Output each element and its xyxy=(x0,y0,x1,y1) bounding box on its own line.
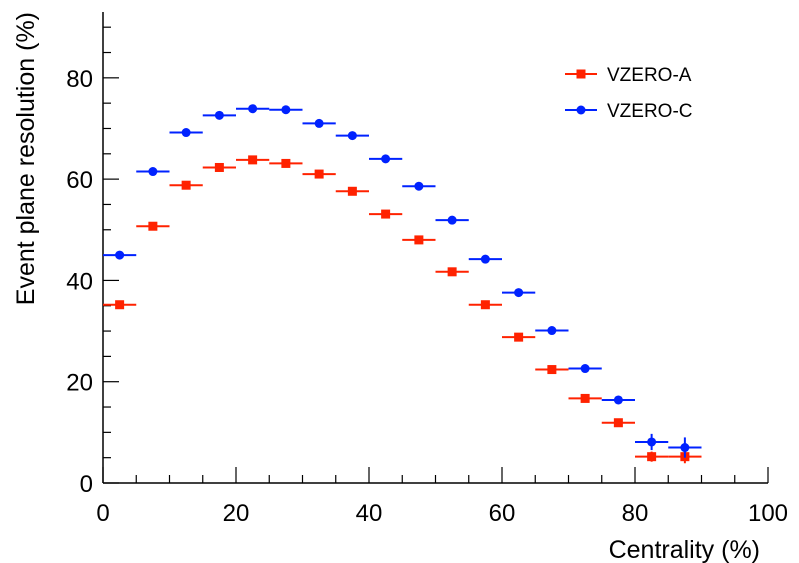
circle-marker xyxy=(414,181,424,191)
ticks xyxy=(102,26,769,484)
data-point xyxy=(635,433,669,451)
circle-marker xyxy=(647,437,657,447)
data-point xyxy=(668,437,702,458)
data-point xyxy=(136,221,170,231)
circle-marker xyxy=(214,110,224,120)
square-marker xyxy=(647,452,657,462)
data-point xyxy=(435,215,469,225)
legend-label: VZERO-A xyxy=(607,65,692,86)
series-vzero-a xyxy=(103,155,702,464)
data-point xyxy=(601,395,635,405)
circle-marker xyxy=(613,395,623,405)
data-point xyxy=(335,186,369,196)
data-point xyxy=(236,104,270,114)
circle-marker xyxy=(347,131,357,141)
data-point xyxy=(236,155,270,165)
legend-circle-marker xyxy=(576,105,586,115)
circle-marker xyxy=(447,215,457,225)
data-point xyxy=(468,300,502,310)
square-marker xyxy=(148,221,158,231)
y-tick-label: 40 xyxy=(66,268,93,295)
x-tick-label: 80 xyxy=(622,500,649,527)
circle-marker xyxy=(381,154,391,164)
x-tick-label: 40 xyxy=(356,500,383,527)
circle-marker xyxy=(547,326,557,336)
circle-marker xyxy=(148,167,158,177)
square-marker xyxy=(347,186,357,196)
data-point xyxy=(635,451,669,462)
circle-marker xyxy=(281,105,291,115)
square-marker xyxy=(314,169,324,179)
data-point xyxy=(502,288,536,298)
circle-marker xyxy=(580,364,590,374)
data-point xyxy=(335,131,369,141)
x-axis-title: Centrality (%) xyxy=(609,536,760,563)
series-vzero-c xyxy=(103,104,702,458)
legend-entry: VZERO-A xyxy=(565,65,692,86)
tick-labels: 0 20 40 60 80 100 0 20 40 60 80 xyxy=(66,66,788,527)
x-tick-label: 100 xyxy=(748,500,788,527)
legend-entry: VZERO-C xyxy=(565,101,693,122)
data-point xyxy=(103,250,137,260)
data-point xyxy=(202,110,236,120)
square-marker xyxy=(214,162,224,172)
square-marker xyxy=(181,180,191,190)
circle-marker xyxy=(181,128,191,138)
data-point xyxy=(169,128,203,138)
data-point xyxy=(269,158,303,168)
data-point xyxy=(136,167,170,177)
y-tick-label: 60 xyxy=(66,167,93,194)
y-tick-label: 0 xyxy=(80,471,93,498)
data-point xyxy=(369,209,403,219)
square-marker xyxy=(281,158,291,168)
data-point xyxy=(468,254,502,264)
legend-square-marker xyxy=(576,69,586,79)
square-marker xyxy=(514,332,524,342)
data-point xyxy=(435,267,469,277)
y-tick-label: 80 xyxy=(66,66,93,93)
data-point xyxy=(568,364,602,374)
data-point xyxy=(568,393,602,403)
circle-marker xyxy=(480,254,490,264)
circle-marker xyxy=(314,118,324,128)
legend-label: VZERO-C xyxy=(607,101,693,122)
data-point xyxy=(202,162,236,172)
data-point xyxy=(169,180,203,190)
legend: VZERO-A VZERO-C xyxy=(565,65,693,122)
series-layer xyxy=(103,104,702,464)
data-point xyxy=(535,365,569,375)
y-axis-title: Event plane resolution (%) xyxy=(12,12,40,305)
square-marker xyxy=(447,267,457,277)
square-marker xyxy=(547,365,557,375)
data-point xyxy=(103,300,137,310)
x-tick-label: 20 xyxy=(223,500,250,527)
square-marker xyxy=(580,393,590,403)
data-point xyxy=(269,105,303,115)
circle-marker xyxy=(248,104,258,114)
circle-marker xyxy=(680,443,690,453)
data-point xyxy=(402,181,436,191)
data-point xyxy=(601,418,635,428)
square-marker xyxy=(248,155,258,165)
data-point xyxy=(402,235,436,245)
circle-marker xyxy=(115,250,125,260)
square-marker xyxy=(480,300,490,310)
square-marker xyxy=(414,235,424,245)
square-marker xyxy=(115,300,125,310)
x-tick-label: 0 xyxy=(96,500,109,527)
data-point xyxy=(502,332,536,342)
data-point xyxy=(535,326,569,336)
y-tick-label: 20 xyxy=(66,370,93,397)
data-point xyxy=(302,169,336,179)
data-point xyxy=(302,118,336,128)
square-marker xyxy=(381,209,391,219)
circle-marker xyxy=(514,288,524,298)
x-tick-label: 60 xyxy=(489,500,516,527)
square-marker xyxy=(613,418,623,428)
data-point xyxy=(369,154,403,164)
